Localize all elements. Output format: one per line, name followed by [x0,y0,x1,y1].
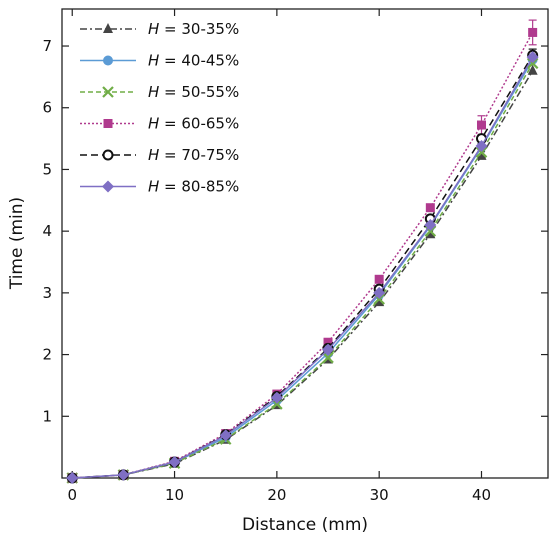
legend-marker [102,180,114,193]
legend-variable: H [148,20,159,38]
legend-range: = 80-85% [159,178,239,196]
x-tick-label: 0 [67,486,77,504]
data-point [373,286,386,299]
legend-item: H = 50-55% [80,83,239,101]
series-line [72,32,534,479]
legend-variable: H [148,83,159,101]
legend-variable: H [148,115,159,133]
data-point [374,296,385,307]
legend-label: H = 80-85% [148,178,239,196]
data-point [475,139,488,152]
data-point [219,429,232,442]
x-marker-stroke [526,57,539,70]
plot-frame [61,8,549,479]
data-point [66,472,79,484]
data-point [476,149,487,160]
legend-marker [103,119,113,128]
series-60-65% [67,27,538,483]
y-tick-label: 2 [42,346,52,364]
y-tick-label: 1 [42,407,52,425]
data-point [323,337,333,347]
x-tick-label: 30 [370,486,389,504]
x-marker-stroke [475,146,488,158]
data-point [528,27,538,37]
y-tick-label: 5 [42,160,52,178]
axis-ticks: 0 10 20 30 40 1 2 3 4 5 6 7 [42,9,548,504]
x-axis-title: Distance (mm) [242,515,368,535]
series-line [72,59,534,479]
data-point [425,203,435,213]
series-50-55% [66,57,539,484]
legend-label: H = 60-65% [148,115,239,133]
series-30-35% [67,64,538,482]
legend-range: = 40-45% [159,52,239,70]
legend-label: H = 40-45% [148,52,239,70]
data-point [322,343,335,356]
data-point [424,218,437,231]
data-point [476,120,486,130]
x-marker-stroke [373,293,385,305]
data-point [168,455,181,468]
series-line [72,56,534,479]
x-marker-stroke [322,351,334,364]
data-point [527,64,538,75]
x-marker-stroke [424,225,437,237]
x-tick-label: 10 [165,486,184,504]
data-point [117,468,130,481]
legend-range: = 50-55% [159,83,239,101]
data-point [374,274,384,284]
legend-item: H = 30-35% [80,20,239,38]
data-point [322,351,334,364]
series-line [72,70,534,479]
x-tick-label: 40 [472,486,491,504]
legend-marker [103,23,113,33]
series-70-75% [66,49,539,484]
legend-item: H = 60-65% [80,115,239,133]
data-point [425,228,436,239]
y-tick-label: 3 [42,284,52,302]
series-line [72,62,534,479]
y-axis-title: Time (min) [7,197,27,290]
data-point [526,57,539,70]
y-tick-label: 4 [42,222,52,240]
series-40-45% [67,54,538,483]
legend-variable: H [148,52,159,70]
series-80-85% [66,51,539,484]
legend-label: H = 70-75% [148,146,239,164]
legend-item: H = 80-85% [80,178,239,196]
legend-variable: H [148,178,159,196]
legend-label: H = 30-35% [148,20,239,38]
legend-variable: H [148,146,159,164]
data-point [475,146,488,158]
legend-range: = 30-35% [159,20,239,38]
y-tick-label: 6 [42,99,52,117]
legend-label: H = 50-55% [148,83,239,101]
x-tick-label: 20 [267,486,286,504]
x-marker-stroke [102,86,114,98]
legend: H = 30-35%H = 40-45%H = 50-55%H = 60-65%… [80,20,239,196]
legend-item: H = 70-75% [80,146,239,164]
data-point [424,225,437,237]
series-line [72,54,534,479]
y-tick-label: 7 [42,37,52,55]
legend-range: = 60-65% [159,115,239,133]
data-point [270,391,283,404]
series-layer [66,19,539,484]
data-point [526,51,539,64]
legend-item: H = 40-45% [80,52,239,70]
legend-range: = 70-75% [159,146,239,164]
legend-marker [103,55,113,66]
legend-marker [102,149,114,161]
legend-marker [102,86,114,98]
